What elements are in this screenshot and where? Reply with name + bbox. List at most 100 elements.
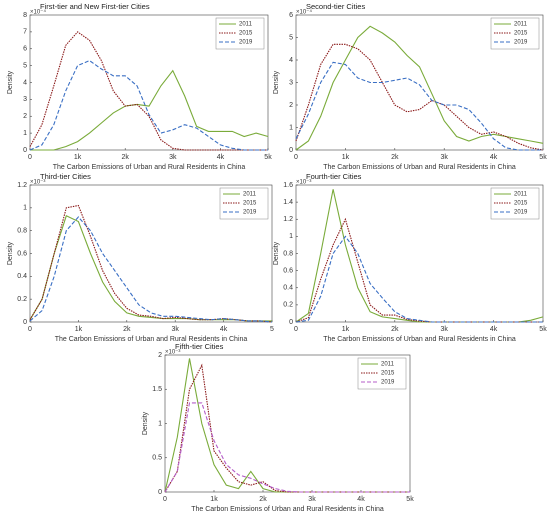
y-exponent: ×10⁻³: [165, 350, 180, 356]
x-tick-label: 3k: [171, 326, 179, 333]
x-tick-label: 5k: [539, 326, 547, 333]
y-tick-label: 1: [289, 124, 293, 131]
chart-title: Third-tier Cities: [40, 172, 91, 181]
density-line: [295, 235, 543, 323]
legend-label: 2019: [514, 40, 528, 46]
y-tick-label: 3: [289, 79, 293, 86]
legend-label: 2011: [381, 362, 395, 368]
x-axis-label: The Carbon Emissions of Urban and Rural …: [55, 336, 248, 343]
y-tick-label: 2: [23, 113, 27, 120]
y-axis-label: Density: [273, 70, 280, 94]
y-tick-label: 0: [289, 147, 293, 154]
x-tick-label: 3k: [169, 154, 177, 161]
legend-label: 2019: [243, 210, 257, 216]
density-line: [29, 59, 268, 151]
y-exponent: ×10⁻³: [30, 180, 45, 186]
legend-label: 2015: [514, 31, 528, 37]
legend-label: 2011: [243, 192, 257, 198]
y-tick-label: 1: [289, 233, 293, 240]
y-tick-label: 1: [23, 205, 27, 212]
y-tick-label: 5: [23, 62, 27, 69]
chart-title: Fifth-tier Cities: [175, 342, 224, 351]
y-tick-label: 0.2: [17, 296, 27, 303]
x-tick-label: 4k: [490, 154, 498, 161]
y-tick-label: 0: [289, 319, 293, 326]
density-line: [164, 402, 410, 493]
x-tick-label: 5k: [264, 154, 272, 161]
y-tick-label: 3: [23, 96, 27, 103]
y-axis-label: Density: [273, 241, 280, 265]
x-tick-label: 0: [294, 326, 298, 333]
y-tick-label: 4: [289, 57, 293, 64]
x-tick-label: 2k: [121, 154, 129, 161]
x-axis-label: The Carbon Emissions of Urban and Rural …: [53, 164, 246, 171]
y-tick-label: 0.6: [283, 267, 293, 274]
density-line: [164, 363, 410, 493]
y-exponent: ×10⁻⁴: [30, 9, 46, 16]
x-tick-label: 0: [163, 496, 167, 503]
y-tick-label: 5: [289, 34, 293, 41]
y-tick-label: 6: [289, 12, 293, 19]
y-tick-label: 0: [158, 489, 162, 496]
y-tick-label: 0.8: [283, 250, 293, 257]
y-tick-label: 1: [23, 130, 27, 137]
x-tick-label: 3k: [440, 326, 448, 333]
y-tick-label: 2: [158, 352, 162, 359]
legend-label: 2015: [381, 371, 395, 377]
legend-label: 2019: [514, 210, 528, 216]
x-tick-label: 1k: [342, 326, 350, 333]
y-tick-label: 8: [23, 12, 27, 19]
y-tick-label: 0.8: [17, 228, 27, 235]
legend-label: 2015: [514, 201, 528, 207]
x-tick-label: 3k: [440, 154, 448, 161]
x-tick-label: 2k: [391, 326, 399, 333]
x-tick-label: 1k: [210, 496, 218, 503]
y-tick-label: 0: [23, 147, 27, 154]
x-axis-label: The Carbon Emissions of Urban and Rural …: [323, 164, 516, 171]
x-tick-label: 1k: [75, 326, 83, 333]
x-tick-label: 4k: [490, 326, 498, 333]
legend-label: 2015: [239, 31, 253, 37]
x-tick-label: 1k: [74, 154, 82, 161]
chart-title: Second-tier Cities: [306, 2, 365, 11]
chart-title: Fourth-tier Cities: [306, 172, 362, 181]
x-tick-label: 2k: [259, 496, 267, 503]
y-tick-label: 0.6: [17, 250, 27, 257]
x-tick-label: 2k: [391, 154, 399, 161]
y-tick-label: 0.2: [283, 302, 293, 309]
density-line: [29, 204, 273, 323]
legend-label: 2015: [243, 201, 257, 207]
legend-label: 2011: [514, 22, 528, 28]
y-tick-label: 7: [23, 29, 27, 36]
x-tick-label: 4k: [220, 326, 228, 333]
x-tick-label: 0: [28, 326, 32, 333]
density-line: [30, 69, 269, 151]
chart-title: First-tier and New First-tier Cities: [40, 2, 150, 11]
x-axis-label: The Carbon Emissions of Urban and Rural …: [191, 506, 384, 513]
y-axis-label: Density: [7, 241, 14, 265]
y-tick-label: 1: [158, 420, 162, 427]
y-tick-label: 1.6: [283, 182, 293, 189]
y-tick-label: 1.2: [283, 216, 293, 223]
legend-label: 2019: [381, 380, 395, 386]
x-tick-label: 5k: [539, 154, 547, 161]
y-tick-label: 2: [289, 102, 293, 109]
y-axis-label: Density: [142, 411, 149, 435]
density-line: [29, 216, 273, 323]
y-tick-label: 0.4: [17, 273, 27, 280]
x-tick-label: 2k: [123, 326, 131, 333]
density-line: [295, 217, 543, 323]
x-tick-label: 0: [28, 154, 32, 161]
density-line: [295, 61, 543, 151]
x-tick-label: 4k: [357, 496, 365, 503]
y-tick-label: 0: [23, 319, 27, 326]
legend-label: 2011: [239, 22, 253, 28]
y-axis-label: Density: [7, 70, 14, 94]
y-tick-label: 1.5: [152, 386, 162, 393]
density-line: [295, 25, 544, 151]
legend-label: 2019: [239, 40, 253, 46]
y-tick-label: 1.2: [17, 182, 27, 189]
legend-label: 2011: [514, 192, 528, 198]
y-exponent: ×10⁻⁴: [296, 9, 312, 16]
